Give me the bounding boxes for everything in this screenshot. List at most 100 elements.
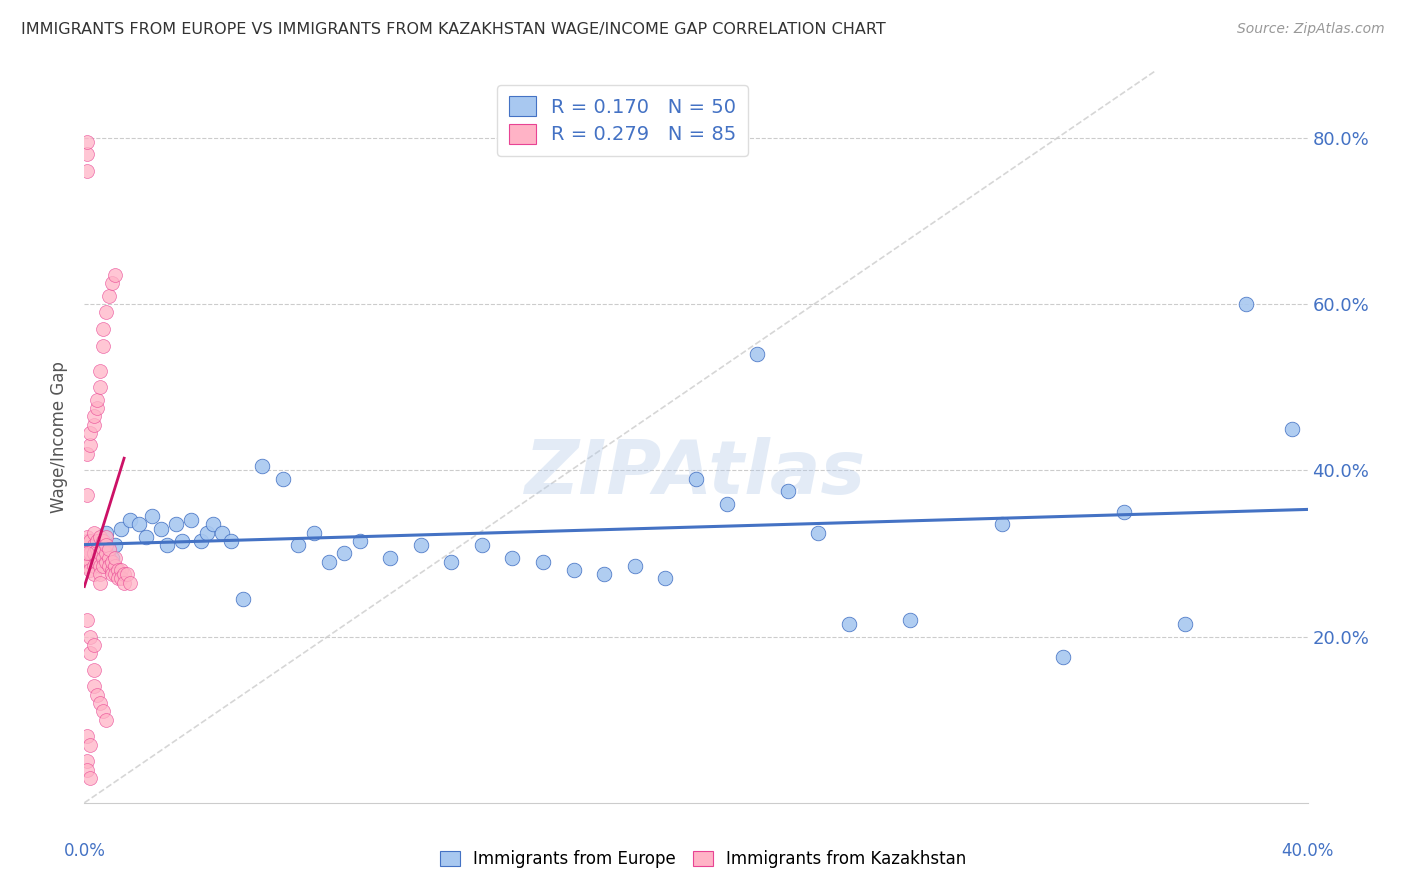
Point bbox=[1114, 505, 1136, 519]
Point bbox=[101, 563, 124, 577]
Point bbox=[76, 613, 98, 627]
Point bbox=[1236, 297, 1258, 311]
Point bbox=[86, 542, 108, 557]
Point bbox=[86, 401, 108, 415]
Point bbox=[83, 546, 105, 560]
Point bbox=[219, 533, 242, 548]
Point bbox=[89, 533, 111, 548]
Point bbox=[333, 546, 356, 560]
Point bbox=[89, 380, 111, 394]
Point bbox=[83, 538, 105, 552]
Point bbox=[83, 409, 105, 424]
Point bbox=[89, 567, 111, 582]
Point bbox=[104, 538, 127, 552]
Point bbox=[172, 533, 194, 548]
Point bbox=[107, 571, 129, 585]
Point bbox=[287, 538, 309, 552]
Point bbox=[128, 517, 150, 532]
Point bbox=[135, 530, 157, 544]
Point bbox=[112, 575, 135, 590]
Point bbox=[141, 509, 163, 524]
Point bbox=[1281, 422, 1303, 436]
Point bbox=[86, 555, 108, 569]
Point bbox=[94, 305, 117, 319]
Point bbox=[101, 550, 124, 565]
Point bbox=[531, 555, 554, 569]
Point bbox=[302, 525, 325, 540]
Point bbox=[349, 533, 371, 548]
Point bbox=[79, 646, 101, 660]
Point bbox=[624, 558, 647, 573]
Point bbox=[502, 550, 524, 565]
Point bbox=[91, 338, 114, 352]
Point bbox=[250, 459, 273, 474]
Point bbox=[76, 546, 98, 560]
Point bbox=[76, 135, 98, 149]
Point bbox=[110, 571, 132, 585]
Point bbox=[271, 472, 294, 486]
Point bbox=[89, 696, 111, 710]
Point bbox=[76, 447, 98, 461]
Point bbox=[807, 525, 830, 540]
Point bbox=[79, 555, 101, 569]
Point bbox=[409, 538, 432, 552]
Text: 40.0%: 40.0% bbox=[1281, 842, 1334, 860]
Point bbox=[898, 613, 921, 627]
Text: IMMIGRANTS FROM EUROPE VS IMMIGRANTS FROM KAZAKHSTAN WAGE/INCOME GAP CORRELATION: IMMIGRANTS FROM EUROPE VS IMMIGRANTS FRO… bbox=[21, 22, 886, 37]
Point bbox=[89, 363, 111, 377]
Point bbox=[149, 521, 172, 535]
Point bbox=[101, 555, 124, 569]
Point bbox=[471, 538, 494, 552]
Point bbox=[120, 513, 142, 527]
Point bbox=[110, 563, 132, 577]
Point bbox=[79, 771, 101, 785]
Text: Source: ZipAtlas.com: Source: ZipAtlas.com bbox=[1237, 22, 1385, 37]
Point bbox=[1174, 617, 1197, 632]
Point bbox=[380, 550, 402, 565]
Legend: R = 0.170   N = 50, R = 0.279   N = 85: R = 0.170 N = 50, R = 0.279 N = 85 bbox=[496, 85, 748, 156]
Point bbox=[776, 484, 799, 499]
Point bbox=[91, 558, 114, 573]
Point bbox=[112, 567, 135, 582]
Point bbox=[97, 542, 120, 557]
Point bbox=[991, 517, 1014, 532]
Point bbox=[83, 680, 105, 694]
Point bbox=[79, 630, 101, 644]
Point bbox=[89, 575, 111, 590]
Point bbox=[190, 533, 212, 548]
Point bbox=[76, 533, 98, 548]
Point bbox=[91, 705, 114, 719]
Point bbox=[76, 729, 98, 743]
Text: 0.0%: 0.0% bbox=[63, 842, 105, 860]
Point bbox=[232, 592, 254, 607]
Point bbox=[94, 525, 117, 540]
Point bbox=[91, 322, 114, 336]
Legend: Immigrants from Europe, Immigrants from Kazakhstan: Immigrants from Europe, Immigrants from … bbox=[433, 844, 973, 875]
Point bbox=[89, 530, 111, 544]
Point bbox=[83, 546, 105, 560]
Point bbox=[76, 763, 98, 777]
Point bbox=[440, 555, 463, 569]
Point bbox=[201, 517, 224, 532]
Point bbox=[86, 392, 108, 407]
Point bbox=[97, 289, 120, 303]
Point bbox=[107, 563, 129, 577]
Point bbox=[104, 558, 127, 573]
Point bbox=[83, 525, 105, 540]
Point bbox=[83, 638, 105, 652]
Point bbox=[716, 497, 738, 511]
Point bbox=[86, 688, 108, 702]
Point bbox=[94, 538, 117, 552]
Point bbox=[562, 563, 585, 577]
Point bbox=[593, 567, 616, 582]
Point bbox=[79, 546, 101, 560]
Point bbox=[120, 575, 142, 590]
Point bbox=[89, 546, 111, 560]
Point bbox=[83, 663, 105, 677]
Point bbox=[89, 558, 111, 573]
Point bbox=[654, 571, 676, 585]
Point bbox=[94, 530, 117, 544]
Point bbox=[838, 617, 860, 632]
Point bbox=[83, 567, 105, 582]
Point bbox=[91, 533, 114, 548]
